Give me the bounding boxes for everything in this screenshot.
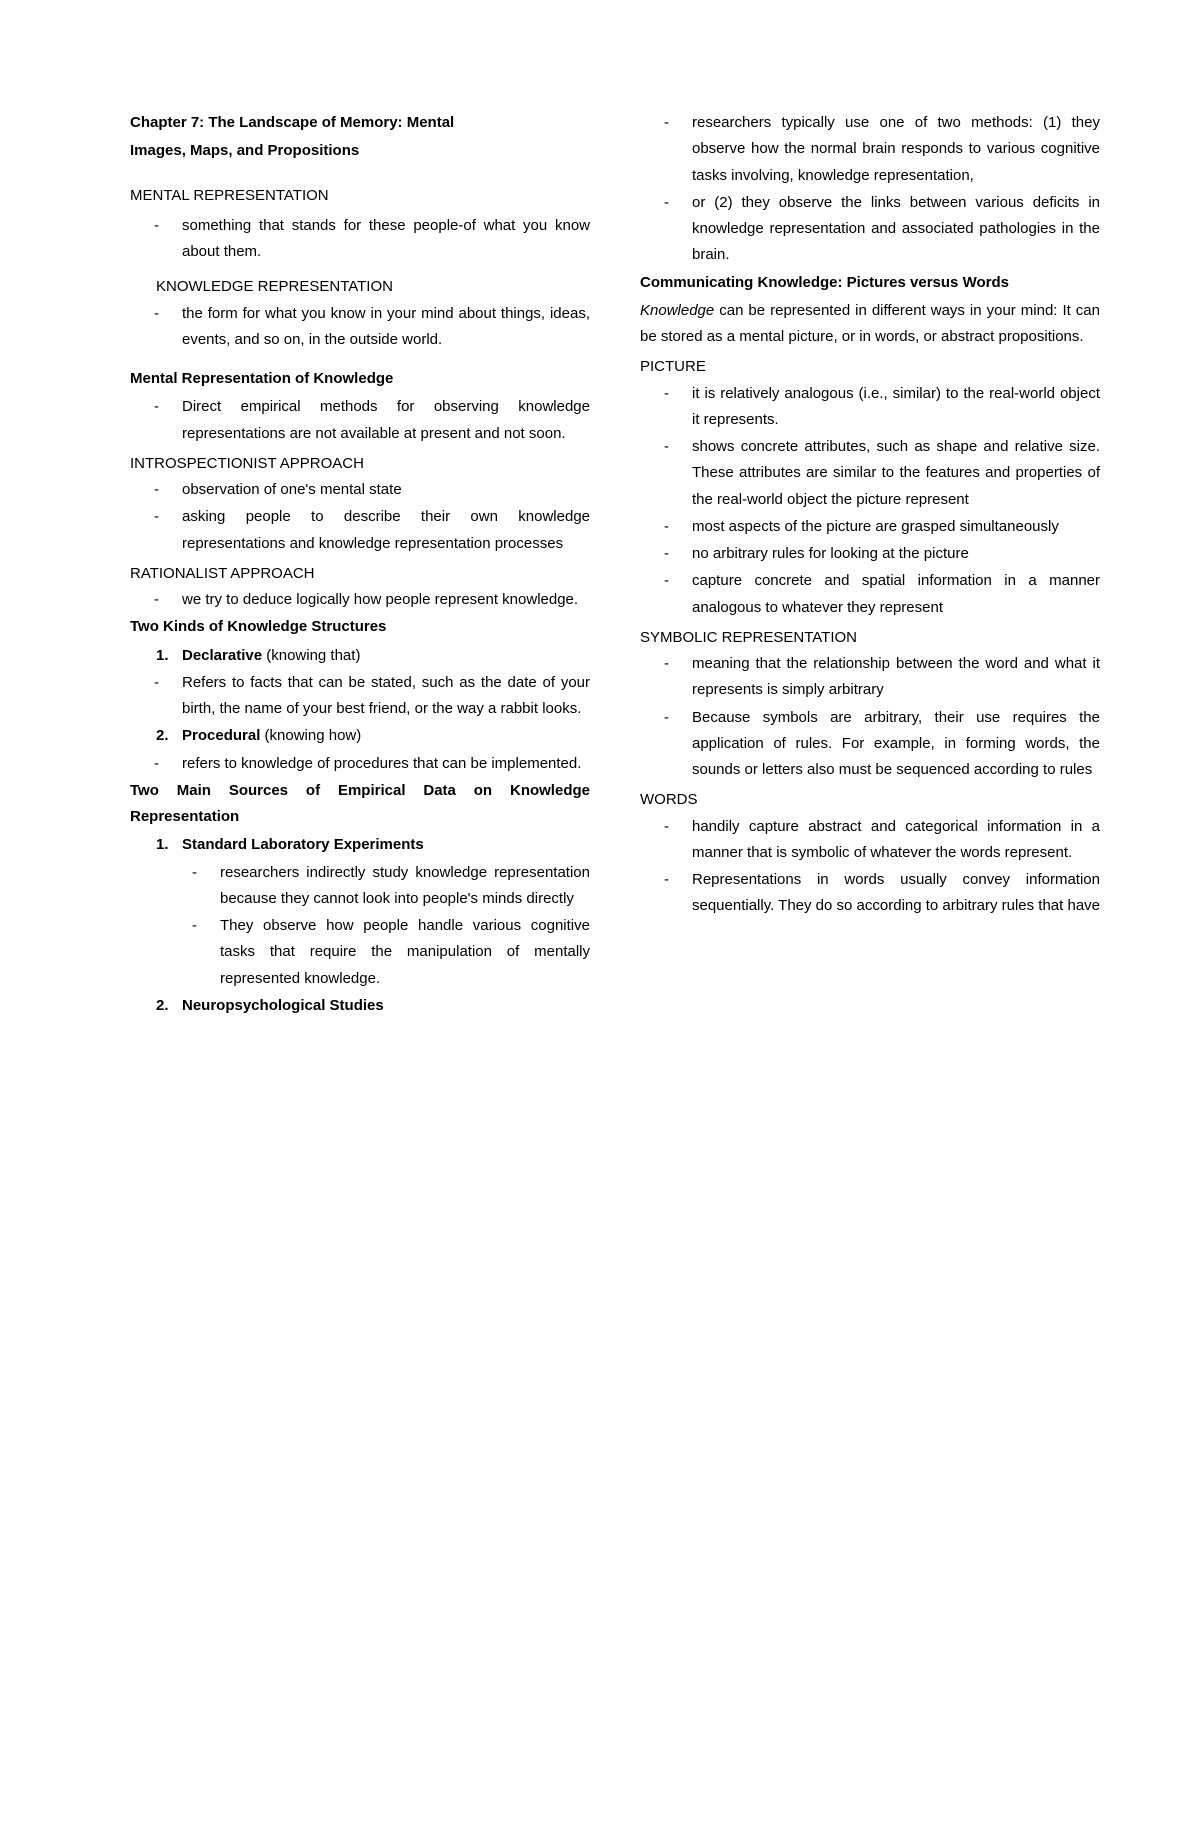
section-label-rationalist: RATIONALIST APPROACH	[130, 561, 590, 587]
list-item: something that stands for these people-o…	[182, 213, 590, 266]
two-kinds-list: 1. Declarative (knowing that)	[130, 643, 590, 669]
list-item: Refers to facts that can be stated, such…	[182, 670, 590, 723]
numbered-item-lab-experiments: 1. Standard Laboratory Experiments	[182, 832, 590, 858]
lab-experiments-bullets: researchers indirectly study knowledge r…	[130, 860, 590, 992]
mental-rep-bullets: something that stands for these people-o…	[130, 213, 590, 266]
knowledge-rep-bullets: the form for what you know in your mind …	[130, 301, 590, 354]
list-item: or (2) they observe the links between va…	[692, 190, 1100, 269]
list-item: it is relatively analogous (i.e., simila…	[692, 381, 1100, 434]
two-kinds-list-2: 2. Procedural (knowing how)	[130, 723, 590, 749]
section-label-introspectionist: INTROSPECTIONIST APPROACH	[130, 451, 590, 477]
list-item: refers to knowledge of procedures that c…	[182, 751, 590, 777]
numbered-item-procedural: 2. Procedural (knowing how)	[182, 723, 590, 749]
picture-bullets: it is relatively analogous (i.e., simila…	[640, 381, 1100, 621]
sources-list-2: 2. Neuropsychological Studies	[130, 993, 590, 1019]
list-item: They observe how people handle various c…	[220, 913, 590, 992]
heading-communicating-knowledge: Communicating Knowledge: Pictures versus…	[640, 270, 1100, 296]
declarative-bullets: Refers to facts that can be stated, such…	[130, 670, 590, 723]
list-item: handily capture abstract and categorical…	[692, 814, 1100, 867]
section-label-symbolic: SYMBOLIC REPRESENTATION	[640, 625, 1100, 651]
sources-list: 1. Standard Laboratory Experiments	[130, 832, 590, 858]
list-item: asking people to describe their own know…	[182, 504, 590, 557]
list-item: observation of one's mental state	[182, 477, 590, 503]
section-label-words: WORDS	[640, 787, 1100, 813]
words-bullets: handily capture abstract and categorical…	[640, 814, 1100, 920]
section-label-knowledge-rep: KNOWLEDGE REPRESENTATION	[130, 274, 590, 300]
list-item: no arbitrary rules for looking at the pi…	[692, 541, 1100, 567]
list-item: meaning that the relationship between th…	[692, 651, 1100, 704]
section-label-picture: PICTURE	[640, 354, 1100, 380]
list-item: researchers typically use one of two met…	[692, 110, 1100, 189]
symbolic-bullets: meaning that the relationship between th…	[640, 651, 1100, 783]
knowledge-paragraph: Knowledge can be represented in differen…	[640, 298, 1100, 351]
list-item: Because symbols are arbitrary, their use…	[692, 705, 1100, 784]
left-column: Chapter 7: The Landscape of Memory: Ment…	[130, 110, 590, 1020]
list-item: researchers indirectly study knowledge r…	[220, 860, 590, 913]
procedural-bullets: refers to knowledge of procedures that c…	[130, 751, 590, 777]
heading-two-kinds: Two Kinds of Knowledge Structures	[130, 614, 590, 640]
numbered-item-declarative: 1. Declarative (knowing that)	[182, 643, 590, 669]
heading-two-sources: Two Main Sources of Empirical Data on Kn…	[130, 778, 590, 831]
chapter-title-line1: Chapter 7: The Landscape of Memory: Ment…	[130, 110, 590, 136]
neuropsych-continuation-bullets: researchers typically use one of two met…	[640, 110, 1100, 269]
chapter-title-line2: Images, Maps, and Propositions	[130, 138, 590, 164]
two-column-layout: Chapter 7: The Landscape of Memory: Ment…	[130, 110, 1100, 1020]
list-item: Representations in words usually convey …	[692, 867, 1100, 920]
list-item: shows concrete attributes, such as shape…	[692, 434, 1100, 513]
list-item: Direct empirical methods for observing k…	[182, 394, 590, 447]
list-item: we try to deduce logically how people re…	[182, 587, 590, 613]
section-label-mental-rep: MENTAL REPRESENTATION	[130, 183, 590, 209]
introspectionist-bullets: observation of one's mental state asking…	[130, 477, 590, 557]
list-item: the form for what you know in your mind …	[182, 301, 590, 354]
heading-mental-rep-knowledge: Mental Representation of Knowledge	[130, 366, 590, 392]
rationalist-bullets: we try to deduce logically how people re…	[130, 587, 590, 613]
heading1-bullets: Direct empirical methods for observing k…	[130, 394, 590, 447]
list-item: capture concrete and spatial information…	[692, 568, 1100, 621]
numbered-item-neuropsych: 2. Neuropsychological Studies	[182, 993, 590, 1019]
right-column: researchers typically use one of two met…	[640, 110, 1100, 1020]
list-item: most aspects of the picture are grasped …	[692, 514, 1100, 540]
